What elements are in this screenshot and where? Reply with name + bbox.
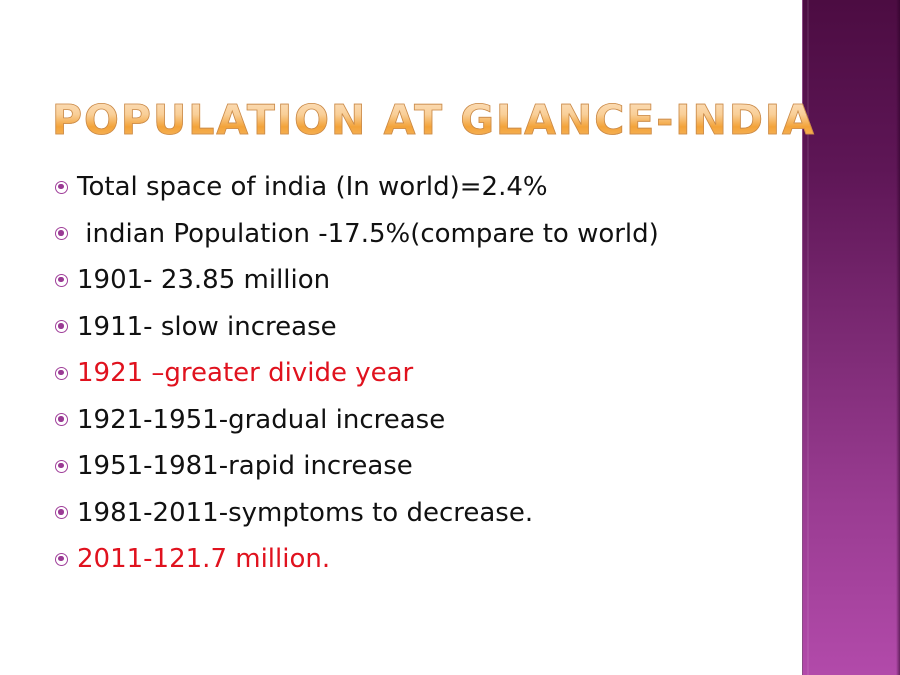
bullet-text: 1911- slow increase <box>77 311 337 342</box>
circle-dot-icon <box>55 413 68 427</box>
bullet-text: Total space of india (In world)=2.4% <box>77 172 548 203</box>
circle-dot-icon <box>55 320 68 334</box>
decorative-side-bar <box>802 0 900 675</box>
bullet-text: indian Population -17.5%(compare to worl… <box>77 218 659 249</box>
circle-dot-icon <box>55 180 68 194</box>
bullet-item-1921-divide-year: 1921 –greater divide year <box>55 350 659 397</box>
circle-dot-icon <box>55 227 68 241</box>
bullet-text: 1981-2011-symptoms to decrease. <box>77 497 534 528</box>
bullet-item-indian-population: indian Population -17.5%(compare to worl… <box>55 211 659 258</box>
bullet-text: 2011-121.7 million. <box>77 544 331 575</box>
bullet-item-1921-1951: 1921-1951-gradual increase <box>55 397 659 444</box>
circle-dot-icon <box>55 273 68 287</box>
bullet-item-1911: 1911- slow increase <box>55 304 659 351</box>
bullet-item-1901: 1901- 23.85 million <box>55 257 659 304</box>
bullet-item-total-space: Total space of india (In world)=2.4% <box>55 164 659 211</box>
circle-dot-icon <box>55 366 68 380</box>
bullet-list: Total space of india (In world)=2.4% ind… <box>55 164 659 583</box>
circle-dot-icon <box>55 459 68 473</box>
bullet-text: 1901- 23.85 million <box>77 265 331 296</box>
bullet-item-1951-1981: 1951-1981-rapid increase <box>55 443 659 490</box>
bullet-item-2011: 2011-121.7 million. <box>55 536 659 583</box>
slide-title: POPULATION AT GLANCE-INDIA <box>52 92 816 148</box>
bullet-text: 1921 –greater divide year <box>77 358 414 389</box>
circle-dot-icon <box>55 552 68 566</box>
circle-dot-icon <box>55 506 68 520</box>
bullet-text: 1951-1981-rapid increase <box>77 451 413 482</box>
bullet-item-1981-2011: 1981-2011-symptoms to decrease. <box>55 490 659 537</box>
bullet-text: 1921-1951-gradual increase <box>77 404 446 435</box>
